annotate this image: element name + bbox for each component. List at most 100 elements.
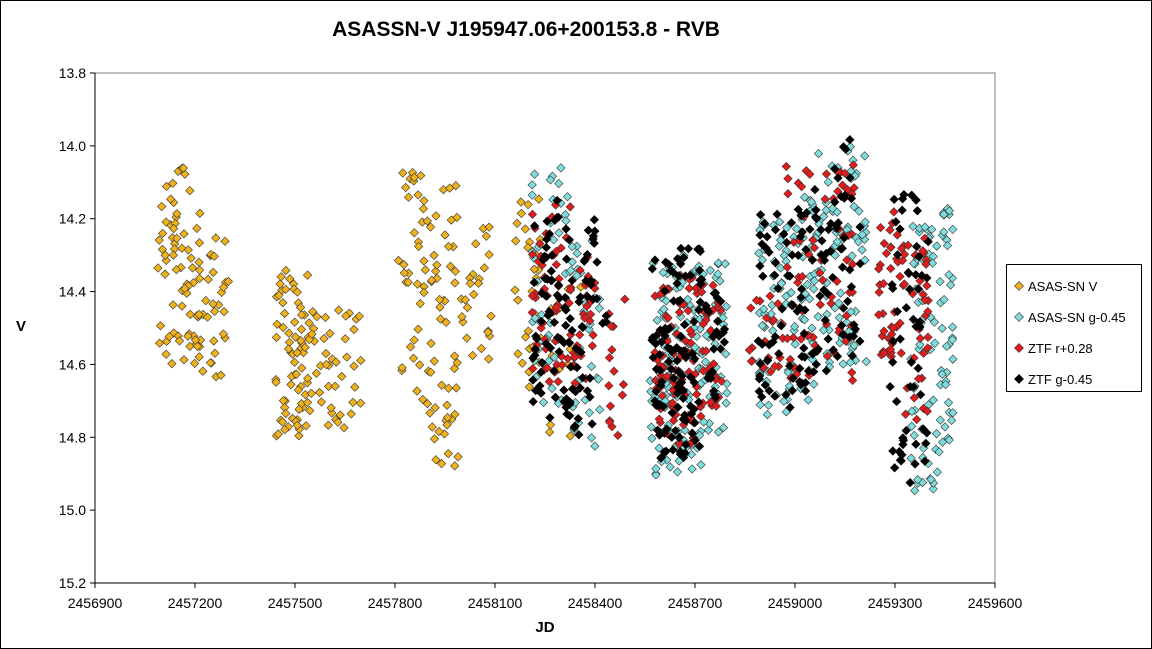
data-point	[306, 388, 316, 399]
data-point	[874, 287, 884, 297]
data-point	[192, 223, 202, 233]
data-point	[694, 430, 705, 440]
data-point	[290, 317, 300, 327]
data-point	[797, 271, 807, 282]
data-point	[680, 350, 691, 361]
data-point	[399, 268, 409, 278]
data-point	[932, 467, 942, 477]
data-point	[652, 315, 662, 325]
data-point	[923, 343, 933, 353]
data-point	[888, 323, 898, 333]
data-point	[860, 217, 870, 227]
data-point	[479, 263, 489, 273]
data-point	[432, 260, 442, 270]
data-point	[881, 248, 892, 259]
data-point	[564, 235, 574, 245]
data-point	[312, 312, 322, 322]
data-point	[271, 332, 282, 342]
data-point	[517, 358, 527, 368]
data-point	[529, 264, 539, 274]
data-point	[473, 278, 484, 288]
data-point	[274, 290, 284, 301]
data-point	[813, 312, 823, 322]
legend-marker	[1014, 374, 1024, 384]
data-point	[680, 425, 690, 435]
series-4	[528, 135, 933, 488]
data-point	[669, 296, 679, 306]
data-point	[467, 350, 478, 361]
data-point	[427, 275, 437, 285]
data-point	[907, 421, 917, 431]
data-point	[746, 356, 757, 366]
data-point	[804, 366, 814, 376]
data-point	[704, 307, 714, 317]
data-point	[920, 222, 930, 232]
data-point	[542, 234, 552, 244]
data-point	[295, 302, 306, 313]
data-point	[537, 288, 547, 298]
data-point	[897, 194, 908, 204]
data-point	[281, 284, 291, 294]
data-point	[659, 447, 670, 457]
data-point	[579, 313, 590, 323]
data-point	[303, 373, 313, 383]
data-point	[781, 390, 791, 400]
data-point	[419, 256, 429, 266]
data-point	[656, 380, 666, 391]
data-point	[483, 327, 493, 337]
data-point	[562, 192, 573, 202]
data-point	[429, 250, 439, 260]
data-point	[879, 326, 889, 336]
data-point	[887, 280, 897, 290]
data-point	[885, 225, 895, 235]
data-point	[897, 243, 907, 254]
data-point	[549, 317, 559, 328]
data-point	[601, 317, 611, 327]
data-point	[849, 340, 859, 351]
data-point	[168, 300, 178, 310]
data-point	[541, 339, 551, 349]
data-point	[821, 248, 831, 259]
data-point	[709, 288, 719, 299]
legend: ASAS-SN V ASAS-SN g-0.45 ZTF r+0.28 ZTF g-0…	[1006, 264, 1142, 392]
data-point	[795, 232, 806, 242]
data-point	[782, 238, 792, 248]
data-point	[186, 253, 196, 263]
data-point	[759, 218, 770, 229]
data-point	[713, 427, 724, 437]
data-point	[828, 272, 838, 283]
data-point	[762, 356, 773, 366]
data-point	[561, 320, 571, 331]
data-point	[655, 349, 665, 360]
data-point	[895, 271, 905, 282]
data-point	[899, 279, 909, 289]
data-point	[544, 427, 555, 437]
data-point	[553, 332, 563, 343]
data-points	[153, 135, 958, 496]
data-point	[944, 206, 954, 216]
data-point	[545, 413, 555, 423]
data-point	[941, 341, 952, 351]
legend-marker	[1014, 343, 1024, 353]
data-point	[783, 189, 793, 199]
data-point	[787, 250, 797, 260]
data-point	[275, 279, 285, 289]
data-point	[484, 222, 494, 232]
data-point	[665, 462, 675, 472]
data-point	[545, 420, 556, 430]
data-point	[849, 201, 859, 212]
data-point	[445, 261, 456, 271]
data-point	[659, 304, 669, 314]
legend-label: ASAS-SN V	[1028, 278, 1098, 294]
data-point	[609, 366, 619, 376]
data-point	[549, 366, 559, 376]
data-point	[908, 221, 918, 232]
data-point	[415, 360, 425, 370]
legend-item: ZTF r+0.28	[1013, 339, 1093, 357]
data-point	[770, 332, 780, 342]
data-point	[716, 296, 726, 307]
data-point	[809, 379, 819, 389]
data-point	[562, 409, 572, 419]
data-point	[585, 392, 595, 402]
data-point	[689, 323, 699, 333]
